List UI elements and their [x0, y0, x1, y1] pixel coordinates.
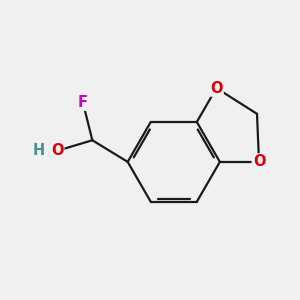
Text: O: O [253, 154, 265, 169]
Text: H: H [33, 143, 45, 158]
Text: F: F [78, 95, 88, 110]
Text: O: O [51, 143, 63, 158]
Text: O: O [210, 81, 223, 96]
